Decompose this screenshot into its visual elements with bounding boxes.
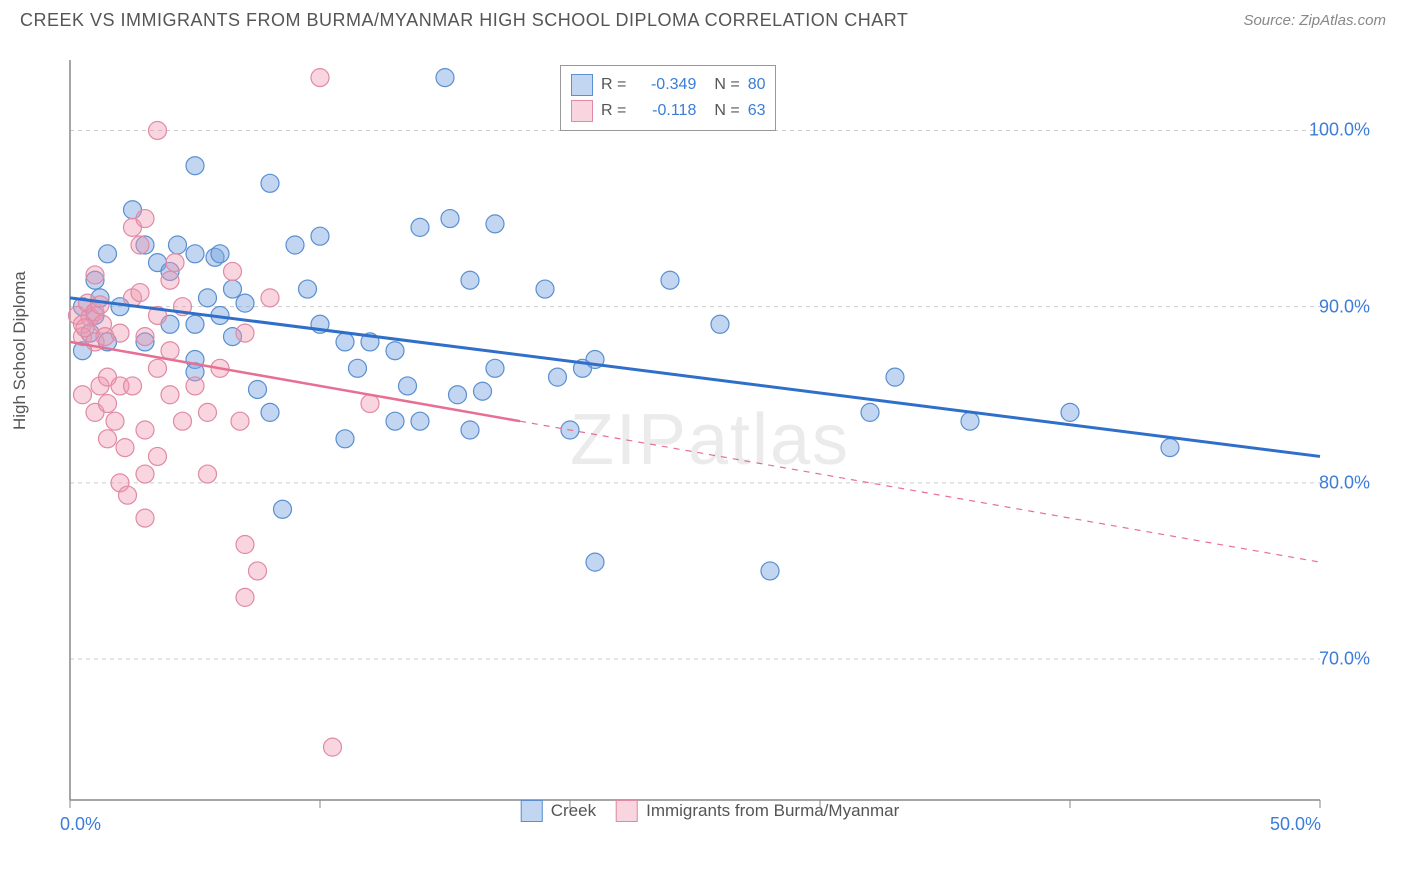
series-name: Creek [551, 801, 596, 821]
y-tick-label: 90.0% [1319, 296, 1370, 317]
x-tick-label: 50.0% [1270, 814, 1321, 835]
legend-row: R = -0.118 N = 63 [571, 98, 765, 124]
legend-r-label: R = [601, 76, 626, 94]
series-legend: Creek Immigrants from Burma/Myanmar [521, 800, 900, 822]
series-legend-item: Immigrants from Burma/Myanmar [616, 800, 899, 822]
legend-swatch [616, 800, 638, 822]
scatter-chart [50, 50, 1370, 830]
chart-title: CREEK VS IMMIGRANTS FROM BURMA/MYANMAR H… [20, 10, 908, 31]
x-tick-label: 0.0% [60, 814, 101, 835]
y-axis-label: High School Diploma [10, 271, 30, 430]
legend-n-value: 63 [748, 102, 766, 120]
legend-n-label: N = [714, 102, 739, 120]
series-name: Immigrants from Burma/Myanmar [646, 801, 899, 821]
source-label: Source: ZipAtlas.com [1243, 12, 1386, 29]
legend-swatch [521, 800, 543, 822]
legend-n-label: N = [714, 76, 739, 94]
legend-n-value: 80 [748, 76, 766, 94]
legend-swatch [571, 100, 593, 122]
legend-swatch [571, 74, 593, 96]
legend-row: R = -0.349 N = 80 [571, 72, 765, 98]
y-tick-label: 80.0% [1319, 472, 1370, 493]
y-tick-label: 100.0% [1309, 120, 1370, 141]
series-legend-item: Creek [521, 800, 596, 822]
y-tick-label: 70.0% [1319, 649, 1370, 670]
legend-r-label: R = [601, 102, 626, 120]
correlation-legend: R = -0.349 N = 80 R = -0.118 N = 63 [560, 65, 776, 131]
chart-area: ZIPatlas R =-0.349N =80R =-0.118N =63 70… [50, 50, 1370, 830]
legend-r-value: -0.349 [634, 76, 696, 94]
legend-r-value: -0.118 [634, 102, 696, 120]
